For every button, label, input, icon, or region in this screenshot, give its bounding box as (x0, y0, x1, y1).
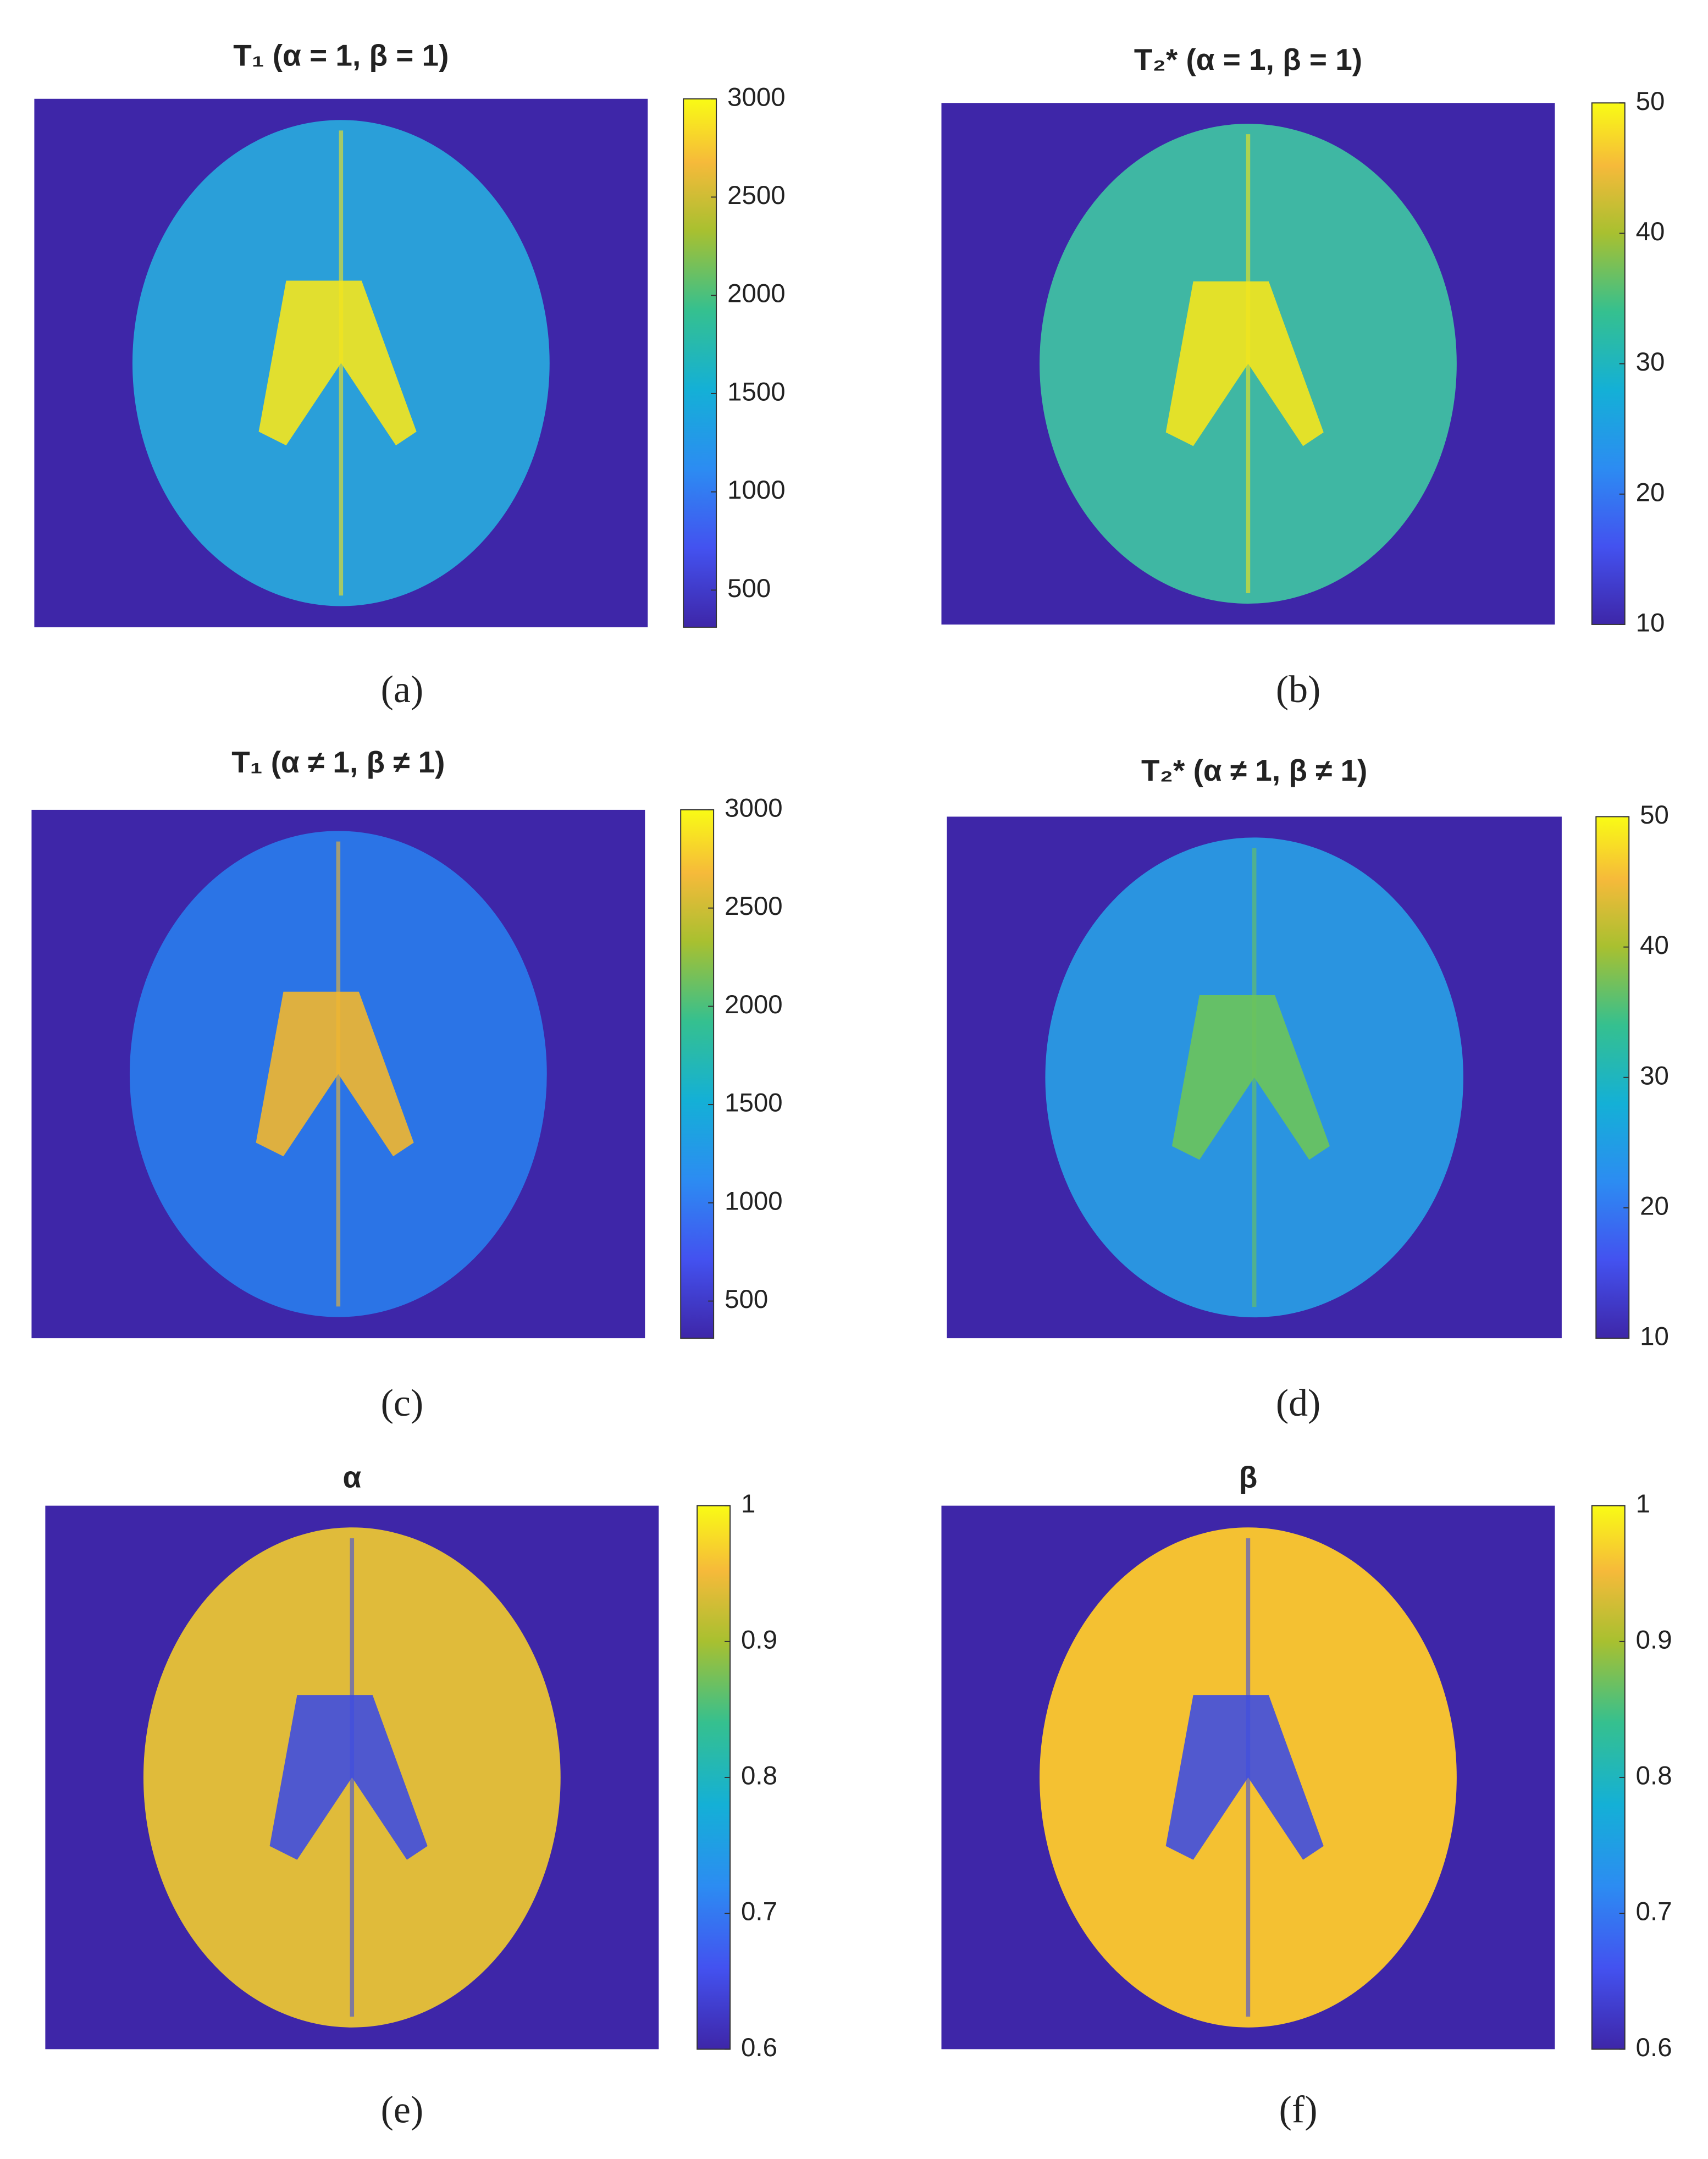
colorbar-tick-label: 1500 (725, 1089, 782, 1118)
panel-title: T₂* (α ≠ 1, β ≠ 1) (1141, 753, 1367, 787)
colorbar (680, 809, 715, 1339)
colorbar-tick-label: 0.8 (1636, 1762, 1672, 1791)
colorbar-tick-label: 3000 (727, 82, 785, 112)
colorbar-tick-label: 0.9 (1636, 1625, 1672, 1654)
colorbar-tick-label: 500 (725, 1285, 768, 1314)
ventricles (256, 991, 414, 1157)
colorbar-tick-label: 50 (1636, 87, 1665, 116)
colorbar-tick-label: 1500 (727, 377, 785, 406)
colorbar-tick-label: 30 (1636, 347, 1665, 377)
colorbar-tick-label: 2000 (727, 279, 785, 308)
colorbar-tick-label: 2500 (725, 892, 782, 921)
colorbar-tick-label: 0.8 (741, 1762, 777, 1791)
colorbar-tick-label: 0.7 (1636, 1897, 1672, 1926)
panel-title: T₁ (α = 1, β = 1) (233, 38, 449, 72)
colorbar-tick-label: 1 (1636, 1489, 1650, 1519)
colorbar-tick-label: 0.6 (741, 2033, 777, 2062)
colorbar (683, 98, 717, 628)
ventricles (258, 280, 417, 446)
colorbar-tick-label: 0.9 (741, 1625, 777, 1654)
colorbar-tick-label: 10 (1640, 1322, 1669, 1351)
colorbar-tick-label: 30 (1640, 1061, 1669, 1090)
colorbar-tick-label: 40 (1636, 217, 1665, 246)
colorbar-tick-label: 40 (1640, 931, 1669, 960)
panel-label: (e) (381, 2089, 424, 2132)
colorbar-tick-label: 3000 (725, 793, 782, 822)
colorbar-tick-label: 1000 (725, 1186, 782, 1216)
colorbar-tick-label: 0.7 (741, 1897, 777, 1926)
colorbar-tick-label: 1000 (727, 476, 785, 505)
panel-title: β (1239, 1460, 1258, 1494)
panel-label: (b) (1276, 669, 1320, 711)
panel-title: T₁ (α ≠ 1, β ≠ 1) (231, 745, 445, 779)
ventricles (269, 1695, 428, 1860)
colorbar-tick-label: 2500 (727, 181, 785, 210)
colorbar-tick-label: 50 (1640, 800, 1669, 830)
ventricles (1165, 1695, 1324, 1860)
colorbar-tick-label: 0.6 (1636, 2033, 1672, 2062)
ventricles (1171, 995, 1330, 1160)
panel-label: (f) (1279, 2089, 1318, 2132)
ventricles (1165, 281, 1324, 446)
panel-label: (d) (1276, 1382, 1320, 1424)
colorbar-tick-label: 10 (1636, 608, 1665, 637)
colorbar-tick-label: 1 (741, 1489, 755, 1519)
panel-label: (c) (381, 1382, 424, 1424)
panel-label: (a) (381, 669, 424, 711)
colorbar-tick-label: 500 (727, 574, 771, 603)
colorbar-tick-label: 20 (1636, 478, 1665, 507)
colorbar-tick-label: 20 (1640, 1191, 1669, 1221)
panel-title: T₂* (α = 1, β = 1) (1134, 42, 1362, 76)
colorbar-tick-label: 2000 (725, 990, 782, 1019)
panel-title: α (342, 1460, 361, 1494)
